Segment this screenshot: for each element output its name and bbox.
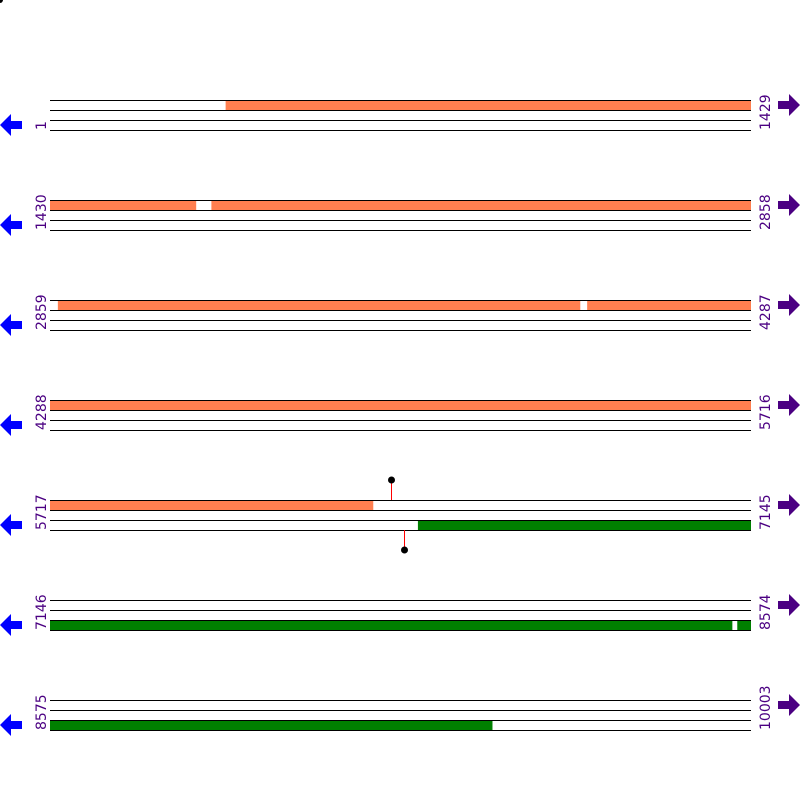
- row-end-label: 7145: [758, 494, 774, 530]
- row-end-label: 5716: [758, 394, 774, 430]
- arrow-right-icon[interactable]: [778, 94, 800, 116]
- sequence-row: 1 1429: [0, 94, 800, 136]
- arrow-left-icon[interactable]: [0, 214, 22, 236]
- sequence-row: 4288 5716: [0, 394, 800, 436]
- marker-pin-icon[interactable]: [401, 546, 408, 554]
- arrow-right-icon[interactable]: [778, 594, 800, 616]
- top-strand-feature[interactable]: [50, 200, 197, 210]
- arrow-left-icon[interactable]: [0, 314, 22, 336]
- bottom-strand-feature[interactable]: [737, 620, 751, 630]
- top-strand-feature[interactable]: [587, 300, 751, 310]
- row-end-label: 1429: [758, 94, 774, 130]
- row-end-label: 2858: [758, 194, 774, 230]
- sequence-row: 5717 7145: [0, 476, 800, 554]
- row-end-label: 8574: [758, 594, 774, 630]
- row-start-label: 1: [34, 121, 50, 130]
- arrow-left-icon[interactable]: [0, 114, 22, 136]
- arrow-left-icon[interactable]: [0, 614, 22, 636]
- row-start-label: 5717: [34, 494, 50, 530]
- arrow-left-icon[interactable]: [0, 514, 22, 536]
- row-start-label: 4288: [34, 394, 50, 430]
- top-strand-feature[interactable]: [50, 400, 751, 410]
- top-strand-feature[interactable]: [57, 300, 581, 310]
- top-strand-feature[interactable]: [50, 500, 374, 510]
- top-strand-feature[interactable]: [211, 200, 752, 210]
- sequence-row: 7146 8574: [0, 594, 800, 636]
- sequence-row: 2859 4287: [0, 294, 800, 336]
- bottom-strand-feature[interactable]: [50, 720, 493, 730]
- arrow-left-icon[interactable]: [0, 414, 22, 436]
- arrow-right-icon[interactable]: [778, 294, 800, 316]
- arrow-right-icon[interactable]: [778, 494, 800, 516]
- corner-dot: [0, 0, 3, 3]
- row-start-label: 8575: [34, 694, 50, 730]
- bottom-strand-feature[interactable]: [417, 520, 751, 530]
- marker-pin-icon[interactable]: [388, 476, 395, 484]
- arrow-left-icon[interactable]: [0, 714, 22, 736]
- arrow-right-icon[interactable]: [778, 694, 800, 716]
- sequence-row: 1430 2858: [0, 194, 800, 236]
- row-start-label: 7146: [34, 594, 50, 630]
- row-end-label: 10003: [758, 685, 774, 730]
- arrow-right-icon[interactable]: [778, 394, 800, 416]
- sequence-row: 8575 10003: [0, 685, 800, 736]
- row-end-label: 4287: [758, 294, 774, 330]
- arrow-right-icon[interactable]: [778, 194, 800, 216]
- row-start-label: 1430: [34, 194, 50, 230]
- top-strand-feature[interactable]: [225, 100, 751, 110]
- bottom-strand-feature[interactable]: [50, 620, 733, 630]
- row-start-label: 2859: [34, 294, 50, 330]
